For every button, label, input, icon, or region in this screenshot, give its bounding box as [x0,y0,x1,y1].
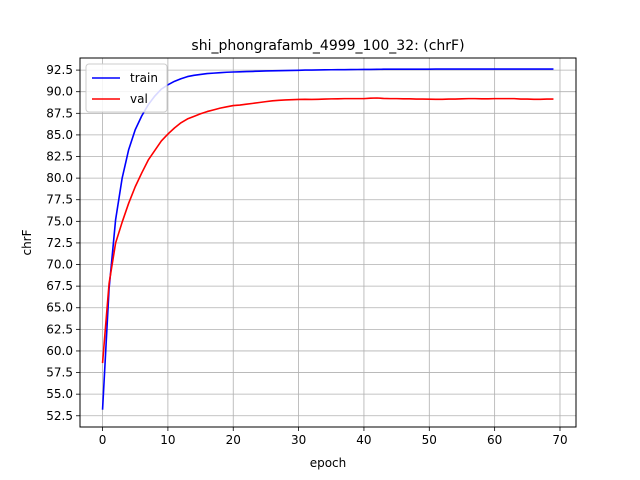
chart-title: shi_phongrafamb_4999_100_32: (chrF) [191,38,464,54]
y-tick-label: 62.5 [46,322,73,336]
y-tick-label: 85.0 [46,128,73,142]
y-tick-label: 55.0 [46,387,73,401]
axis-ticks: 0 10 20 30 40 50 60 70 52.5 55.0 57.5 60.0 62.5 65.0 6… [46,63,567,447]
plot-area-frame [79,57,577,428]
x-tick-label: 10 [160,433,175,447]
legend-label-val: val [130,92,148,106]
x-tick-label: 0 [99,433,107,447]
x-tick-label: 30 [291,433,306,447]
series-line-val [101,97,554,364]
y-tick-label: 67.5 [46,279,73,293]
y-tick-label: 70.0 [46,258,73,272]
x-axis-label: epoch [310,456,347,470]
legend: train val [85,63,168,113]
y-axis-label: chrF [20,229,34,255]
y-tick-label: 82.5 [46,150,73,164]
legend-label-train: train [130,71,158,85]
series-line-train [101,68,554,410]
y-tick-label: 72.5 [46,236,73,250]
y-tick-label: 60.0 [46,344,73,358]
y-tick-label: 87.5 [46,106,73,120]
x-tick-label: 60 [487,433,502,447]
y-tick-label: 77.5 [46,193,73,207]
legend-box [85,63,168,113]
x-tick-label: 20 [226,433,241,447]
y-tick-label: 57.5 [46,366,73,380]
x-tick-label: 50 [422,433,437,447]
y-tick-label: 80.0 [46,171,73,185]
grid [80,58,576,427]
x-tick-label: 70 [552,433,567,447]
y-tick-label: 92.5 [46,63,73,77]
y-tick-label: 65.0 [46,301,73,315]
y-tick-label: 75.0 [46,214,73,228]
y-tick-label: 90.0 [46,85,73,99]
y-tick-label: 52.5 [46,409,73,423]
x-tick-label: 40 [356,433,371,447]
series-lines [101,68,554,410]
